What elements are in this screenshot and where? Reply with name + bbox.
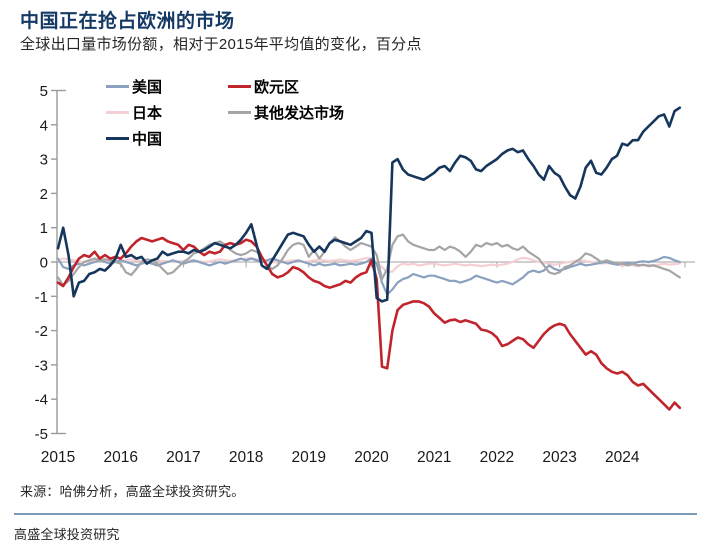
legend-label-other_dm: 其他发达市场 <box>254 104 345 122</box>
y-tick-label: -5 <box>35 426 48 443</box>
series-line-china <box>56 106 682 303</box>
source-note: 来源：哈佛分析，高盛全球投资研究。 <box>20 484 245 499</box>
x-tick-label: 2024 <box>605 449 640 466</box>
legend-label-eurozone: 欧元区 <box>254 78 300 96</box>
legend-item-china: 中国 <box>106 125 162 151</box>
y-tick-label: -3 <box>35 357 48 374</box>
y-tick-label: 5 <box>40 83 48 100</box>
legend-item-other_dm: 其他发达市场 <box>228 99 344 125</box>
legend-item-eurozone: 欧元区 <box>228 73 344 99</box>
legend-label-us: 美国 <box>132 78 163 96</box>
x-tick-label: 2023 <box>542 449 576 466</box>
x-tick-label: 2017 <box>166 449 200 466</box>
y-tick-label: -2 <box>35 323 48 340</box>
legend-swatch-eurozone <box>228 84 252 88</box>
x-tick-label: 2018 <box>229 449 263 466</box>
y-tick-label: -1 <box>35 289 48 306</box>
footer-divider <box>14 513 697 515</box>
legend-swatch-us <box>106 84 129 88</box>
y-tick-label: 1 <box>40 220 48 237</box>
y-tick-label: -4 <box>35 392 48 409</box>
series-line-eurozone <box>56 236 682 411</box>
legend-item-japan: 日本 <box>106 99 162 125</box>
legend-column: 美国 日本 中国 <box>106 73 162 151</box>
page-title: 中国正在抢占欧洲的市场 <box>20 11 235 32</box>
legend-column: 欧元区 其他发达市场 <box>228 73 344 151</box>
y-tick-label: 3 <box>40 152 48 169</box>
x-tick-label: 2015 <box>41 449 75 466</box>
legend-label-japan: 日本 <box>132 104 163 122</box>
legend-item-us: 美国 <box>106 73 162 99</box>
footer-brand: 高盛全球投资研究 <box>14 527 120 542</box>
chart-legend: 美国日本中国 欧元区其他发达市场 <box>106 73 344 151</box>
legend-swatch-other_dm <box>228 110 252 114</box>
legend-label-china: 中国 <box>132 130 163 148</box>
x-tick-label: 2019 <box>292 449 326 466</box>
series-line-us <box>56 255 681 296</box>
y-tick-label: 4 <box>40 117 48 134</box>
x-tick-label: 2016 <box>103 449 137 466</box>
y-tick-label: 0 <box>40 255 48 272</box>
legend-swatch-china <box>106 136 129 140</box>
x-tick-label: 2021 <box>417 449 451 466</box>
x-tick-label: 2020 <box>354 449 389 466</box>
series-line-other_dm <box>56 233 681 287</box>
chart-subtitle: 全球出口量市场份额，相对于2015年平均值的变化，百分点 <box>20 36 422 53</box>
y-tick-label: 2 <box>40 186 48 203</box>
x-tick-label: 2022 <box>480 449 514 466</box>
legend-swatch-japan <box>106 110 129 114</box>
